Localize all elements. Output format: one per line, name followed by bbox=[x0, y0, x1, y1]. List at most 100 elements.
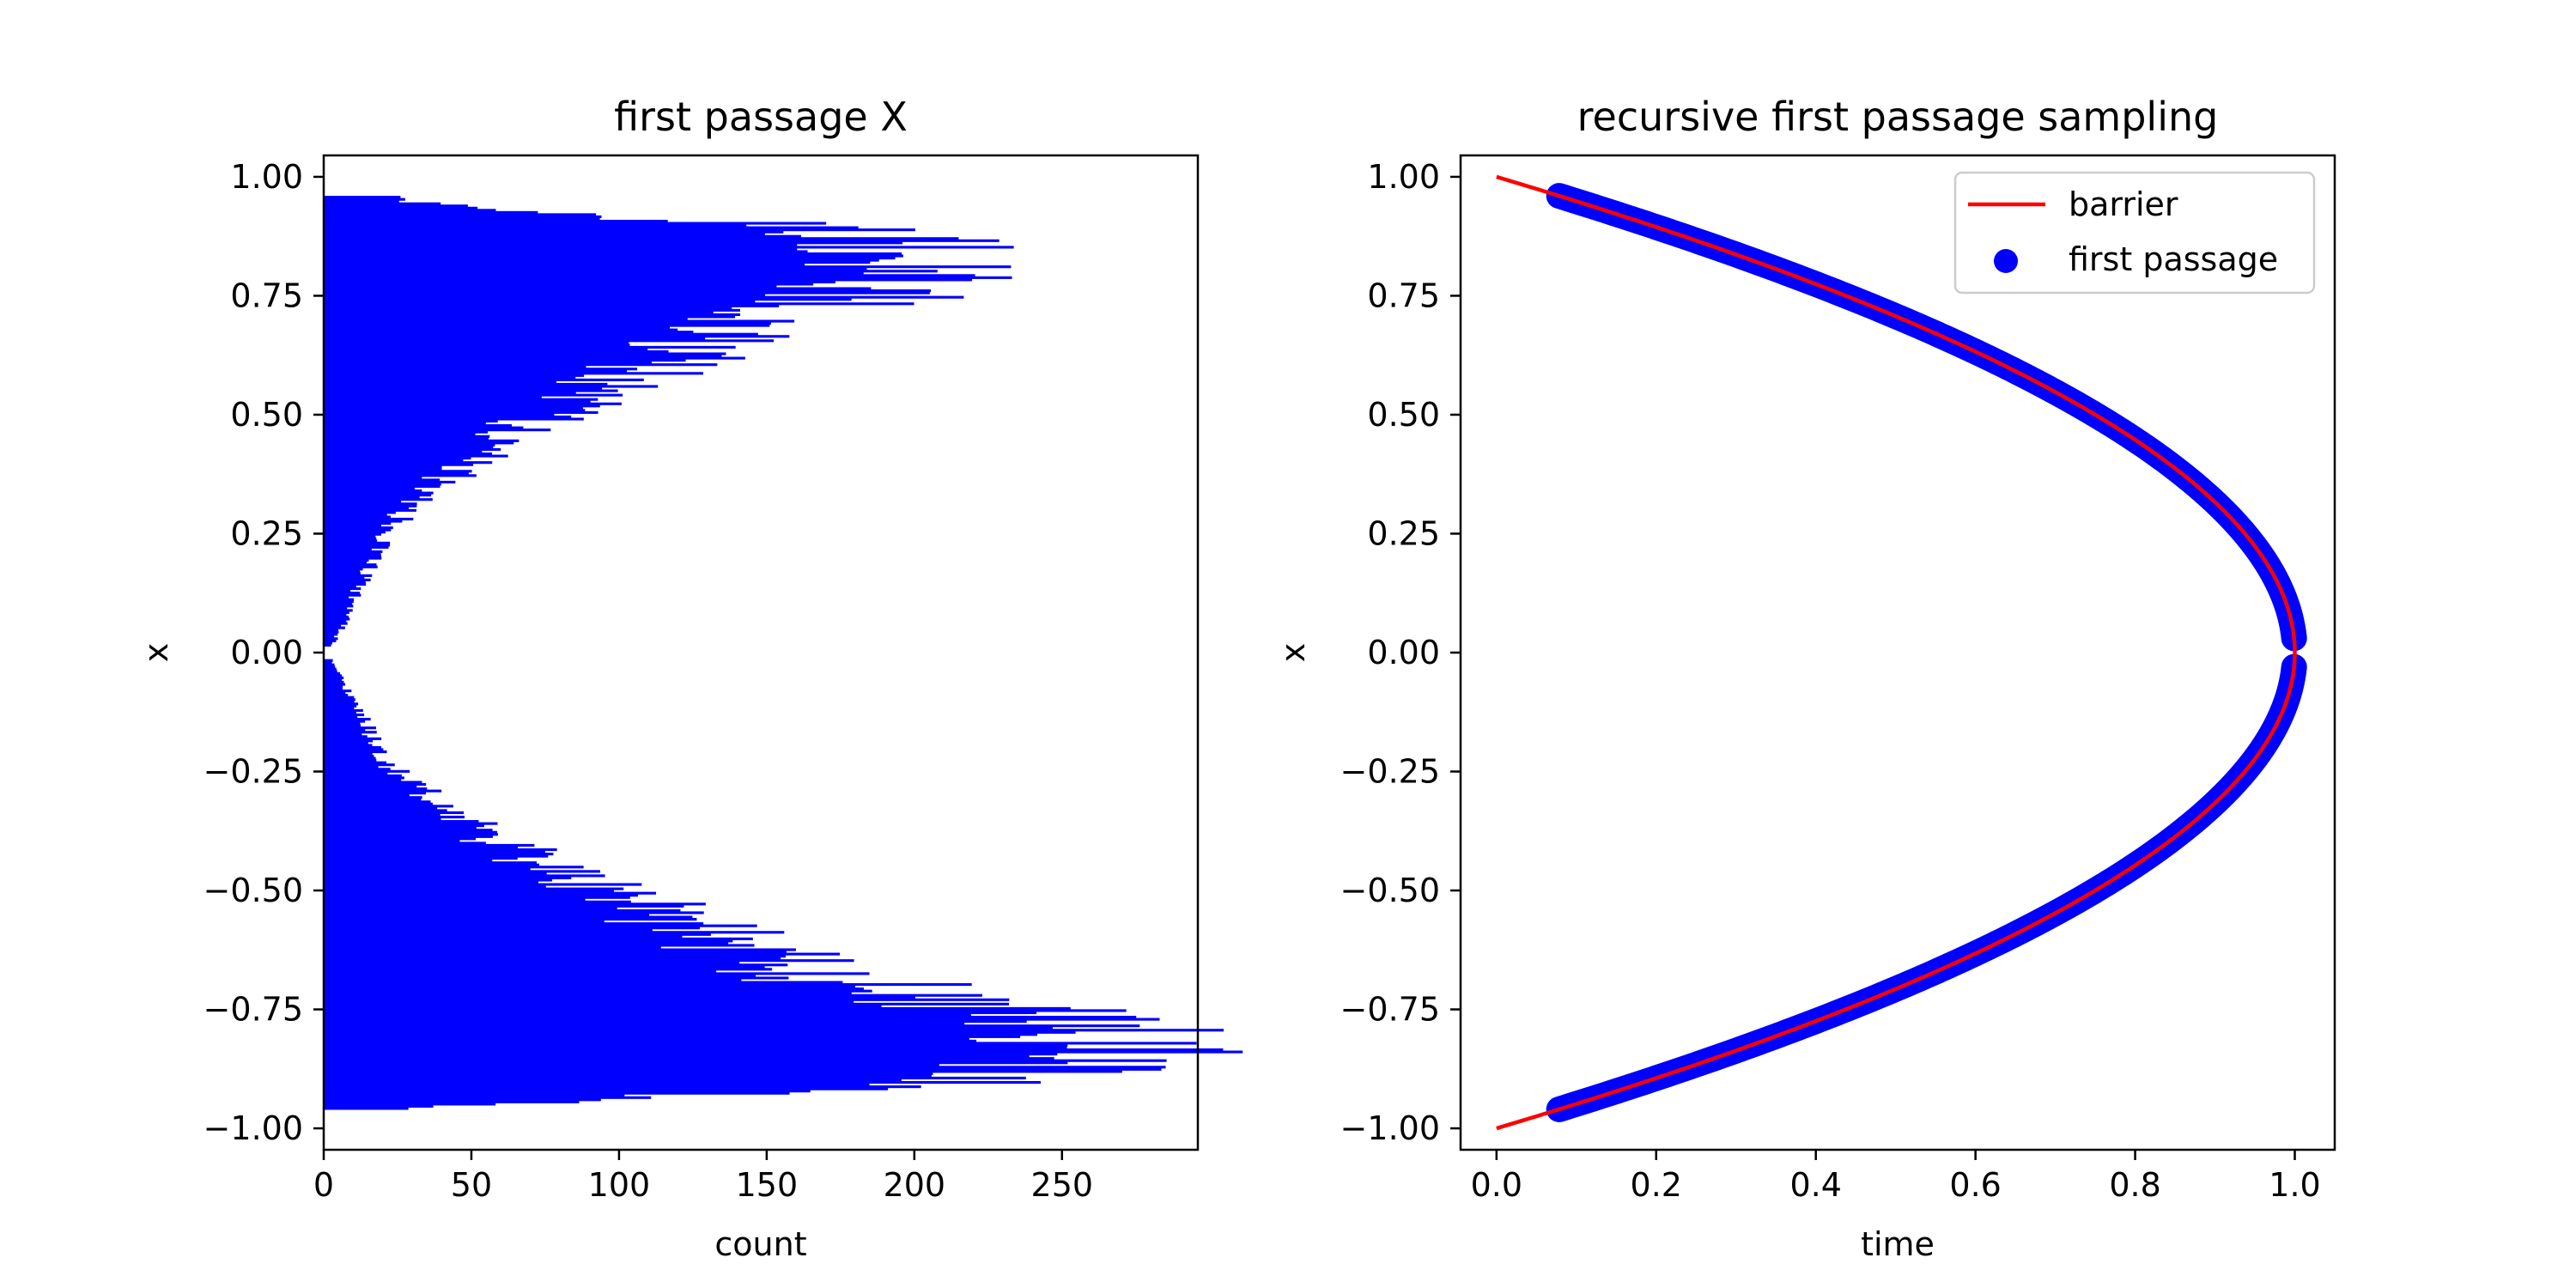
histogram-bar bbox=[324, 1103, 496, 1106]
histogram-bar bbox=[324, 243, 798, 246]
histogram-bar bbox=[324, 813, 440, 817]
histogram-bar bbox=[324, 1011, 1037, 1015]
histogram-bar bbox=[324, 690, 352, 693]
histogram-bar bbox=[324, 985, 856, 988]
histogram-bar bbox=[324, 1066, 1166, 1069]
histogram-bar bbox=[324, 230, 784, 234]
histogram-bar bbox=[324, 494, 432, 497]
histogram-bar bbox=[324, 487, 415, 490]
histogram-bar bbox=[324, 474, 477, 477]
histogram-bar bbox=[324, 428, 551, 432]
histogram-bar bbox=[324, 772, 388, 775]
histogram-bar bbox=[324, 1098, 601, 1102]
sampling-x-tick-label: 0.0 bbox=[1471, 1166, 1522, 1204]
histogram-bar bbox=[324, 300, 756, 303]
histogram-y-tick-label: 0.75 bbox=[230, 276, 303, 314]
histogram-bar bbox=[324, 326, 671, 330]
histogram-y-tick-label: −0.25 bbox=[204, 753, 303, 791]
histogram-bar bbox=[324, 937, 753, 940]
histogram-bar bbox=[324, 524, 381, 527]
histogram-bar bbox=[324, 257, 896, 260]
histogram-bar bbox=[324, 848, 557, 852]
histogram-bar bbox=[324, 633, 338, 636]
histogram-bar bbox=[324, 1067, 1162, 1071]
histogram-bar bbox=[324, 870, 601, 873]
histogram-bar bbox=[324, 368, 638, 371]
histogram-bar bbox=[324, 484, 440, 489]
histogram-bar bbox=[324, 694, 349, 697]
histogram-bar bbox=[324, 820, 479, 823]
histogram-bar bbox=[324, 1057, 1054, 1060]
histogram-bar bbox=[324, 434, 490, 438]
histogram-bar bbox=[324, 382, 608, 386]
histogram-x-axis-label: count bbox=[714, 1225, 806, 1263]
histogram-bar bbox=[324, 717, 371, 721]
histogram-bar bbox=[324, 500, 402, 503]
histogram-bar bbox=[324, 826, 477, 829]
histogram-bar bbox=[324, 328, 678, 331]
histogram-bar bbox=[324, 1094, 625, 1097]
histogram-bar bbox=[324, 511, 396, 514]
histogram-bar bbox=[324, 265, 1012, 269]
histogram-bar bbox=[324, 478, 440, 482]
histogram-bar bbox=[324, 271, 864, 275]
histogram-bar bbox=[324, 707, 355, 710]
histogram-bar bbox=[324, 363, 718, 367]
histogram-bar bbox=[324, 1091, 790, 1095]
histogram-bar bbox=[324, 996, 915, 999]
histogram-bar bbox=[324, 609, 353, 612]
histogram-bar bbox=[324, 258, 879, 262]
histogram-bar bbox=[324, 883, 642, 886]
histogram-bar bbox=[324, 352, 726, 355]
histogram-bar bbox=[324, 600, 354, 604]
histogram-bar bbox=[324, 811, 465, 815]
histogram-bar bbox=[324, 704, 357, 708]
histogram-bar bbox=[324, 732, 362, 736]
histogram-bar bbox=[324, 891, 657, 895]
histogram-bar bbox=[324, 450, 483, 453]
histogram-bar bbox=[324, 659, 333, 662]
histogram-bar bbox=[324, 592, 361, 595]
histogram-bar bbox=[324, 920, 605, 923]
histogram-bar bbox=[324, 439, 519, 442]
histogram-bar bbox=[324, 463, 474, 466]
histogram-bar bbox=[324, 913, 650, 917]
histogram-bar bbox=[324, 846, 519, 849]
histogram-bar bbox=[324, 1033, 1038, 1036]
histogram-bar bbox=[324, 1085, 921, 1089]
histogram-bar bbox=[324, 222, 827, 225]
histogram-bar bbox=[324, 626, 345, 629]
histogram-bar bbox=[324, 213, 597, 216]
histogram-bar bbox=[324, 750, 387, 754]
histogram-bar bbox=[324, 307, 732, 310]
histogram-bar bbox=[324, 620, 347, 623]
histogram-bar bbox=[324, 261, 871, 264]
histogram-bar bbox=[324, 822, 498, 825]
histogram-bar bbox=[324, 302, 914, 306]
histogram-bar bbox=[324, 504, 417, 507]
histogram-bar bbox=[324, 537, 377, 540]
histogram-bar bbox=[324, 611, 349, 615]
histogram-bar bbox=[324, 748, 384, 751]
histogram-bar bbox=[324, 904, 684, 908]
histogram-bar bbox=[324, 741, 368, 744]
histogram-bar bbox=[324, 319, 795, 323]
histogram-y-tick-label: −0.50 bbox=[204, 872, 303, 909]
histogram-bar bbox=[324, 683, 346, 686]
histogram-bar bbox=[324, 961, 740, 964]
histogram-bar bbox=[324, 843, 535, 848]
histogram-bar bbox=[324, 637, 338, 641]
histogram-bar bbox=[324, 433, 476, 436]
histogram-bar bbox=[324, 908, 681, 913]
histogram-bar bbox=[324, 1037, 969, 1041]
histogram-bar bbox=[324, 202, 441, 205]
histogram-bar bbox=[324, 1042, 1197, 1045]
histogram-chart: 0 50 100 150 200 250 −1.00 −0.75 −0.50 −0.25 0.00… bbox=[137, 94, 1243, 1263]
histogram-bar bbox=[324, 459, 464, 462]
histogram-bar bbox=[324, 789, 442, 793]
histogram-bar bbox=[324, 622, 348, 625]
sampling-y-tick-label: 0.50 bbox=[1367, 396, 1440, 434]
histogram-bar bbox=[324, 824, 484, 828]
histogram-bar bbox=[324, 339, 775, 343]
histogram-bar bbox=[324, 711, 356, 714]
